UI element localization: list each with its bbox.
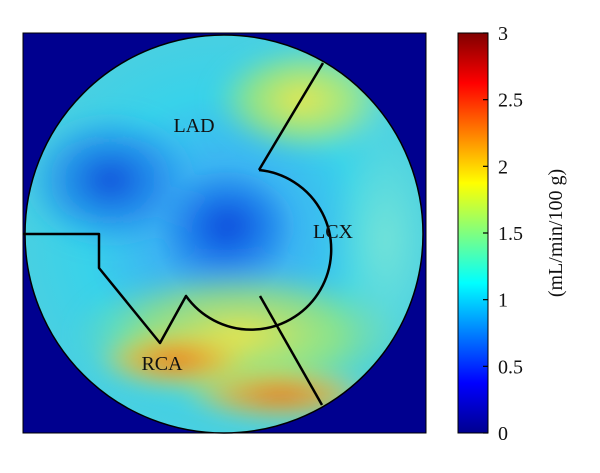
colorbar-tick-label: 0 <box>498 423 508 445</box>
colorbar-tick-label: 2.5 <box>498 90 523 112</box>
colorbar-tick-label: 2 <box>498 156 508 178</box>
boundary-rca <box>23 168 333 345</box>
colorbar-label: (mL/min/100 g) <box>545 169 567 297</box>
region-label-lcx: LCX <box>313 221 354 243</box>
colorbar-tick-label: 3 <box>498 23 508 45</box>
region-label-lad: LAD <box>173 115 214 137</box>
colorbar-ticks: 0 0.5 1 1.5 2 2.5 3 <box>483 23 523 445</box>
colorbar-tick-label: 0.5 <box>498 356 523 378</box>
boundary-lad-lcx <box>257 62 325 171</box>
colorbar-tick-label: 1.5 <box>498 223 523 245</box>
region-label-rca: RCA <box>141 353 183 375</box>
colorbar-tick-label: 1 <box>498 290 508 312</box>
boundary-lcx-rca <box>258 295 324 406</box>
territory-boundaries <box>23 62 333 406</box>
